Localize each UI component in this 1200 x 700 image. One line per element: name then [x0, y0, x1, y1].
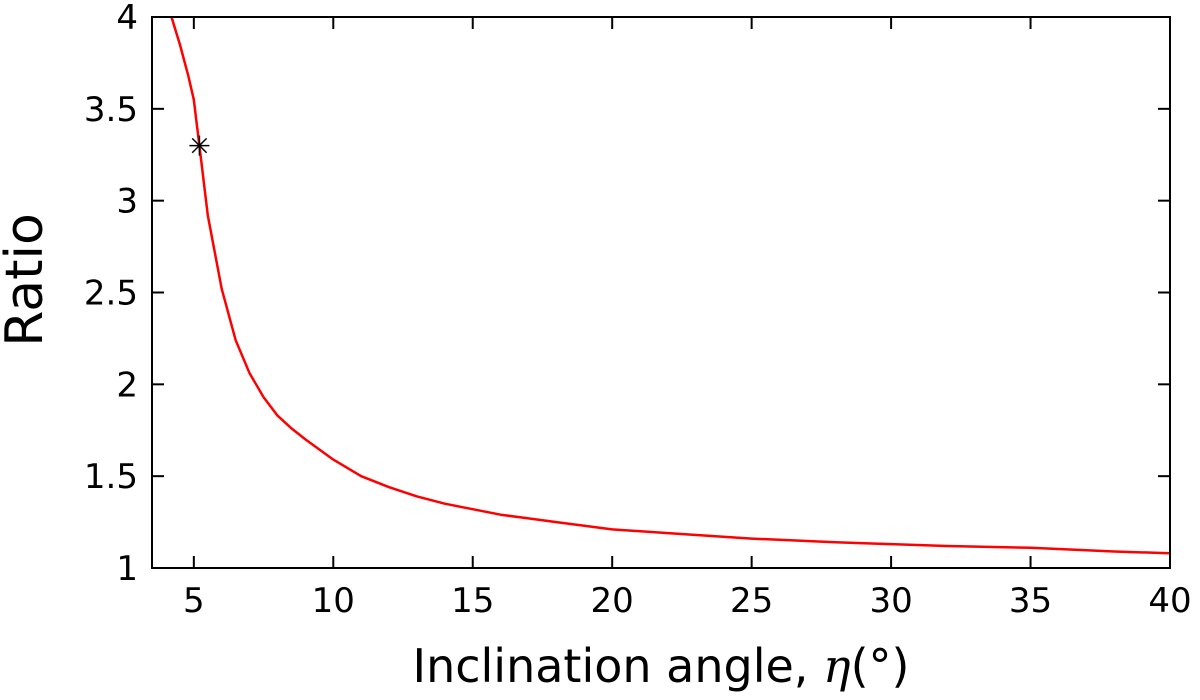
- x-axis-title-unit: (°): [851, 639, 910, 693]
- y-tick-label: 2: [116, 365, 138, 405]
- x-axis-title: Inclination angle, η(°): [413, 639, 910, 693]
- x-tick-label: 30: [869, 581, 912, 621]
- x-axis-title-symbol: η: [823, 639, 851, 693]
- y-tick-label: 4: [116, 0, 138, 38]
- y-tick-label: 1.5: [84, 457, 138, 497]
- y-tick-marks: [152, 16, 1170, 569]
- plot-frame: [151, 16, 1171, 569]
- asterisk-marker: [189, 135, 210, 156]
- y-tick-labels: 1 1.5 2 2.5 3 3.5 4: [84, 0, 138, 589]
- y-tick-label: 3: [116, 182, 138, 222]
- y-tick-label: 3.5: [84, 90, 138, 130]
- y-tick-label: 2.5: [84, 274, 138, 314]
- x-tick-labels: 5 10 15 20 25 30 35 40: [183, 581, 1192, 621]
- x-tick-label: 35: [1009, 581, 1052, 621]
- x-axis-title-text: Inclination angle,: [413, 639, 824, 693]
- y-axis-title: Ratio: [0, 213, 55, 347]
- x-tick-label: 15: [451, 581, 494, 621]
- x-tick-label: 20: [591, 581, 634, 621]
- x-tick-label: 40: [1148, 581, 1191, 621]
- x-tick-label: 10: [312, 581, 355, 621]
- y-tick-label: 1: [116, 549, 138, 589]
- x-tick-label: 25: [730, 581, 773, 621]
- x-tick-marks: [192, 17, 1171, 568]
- series-layer: [170, 17, 1170, 555]
- series-line: [170, 17, 1170, 555]
- x-tick-label: 5: [183, 581, 205, 621]
